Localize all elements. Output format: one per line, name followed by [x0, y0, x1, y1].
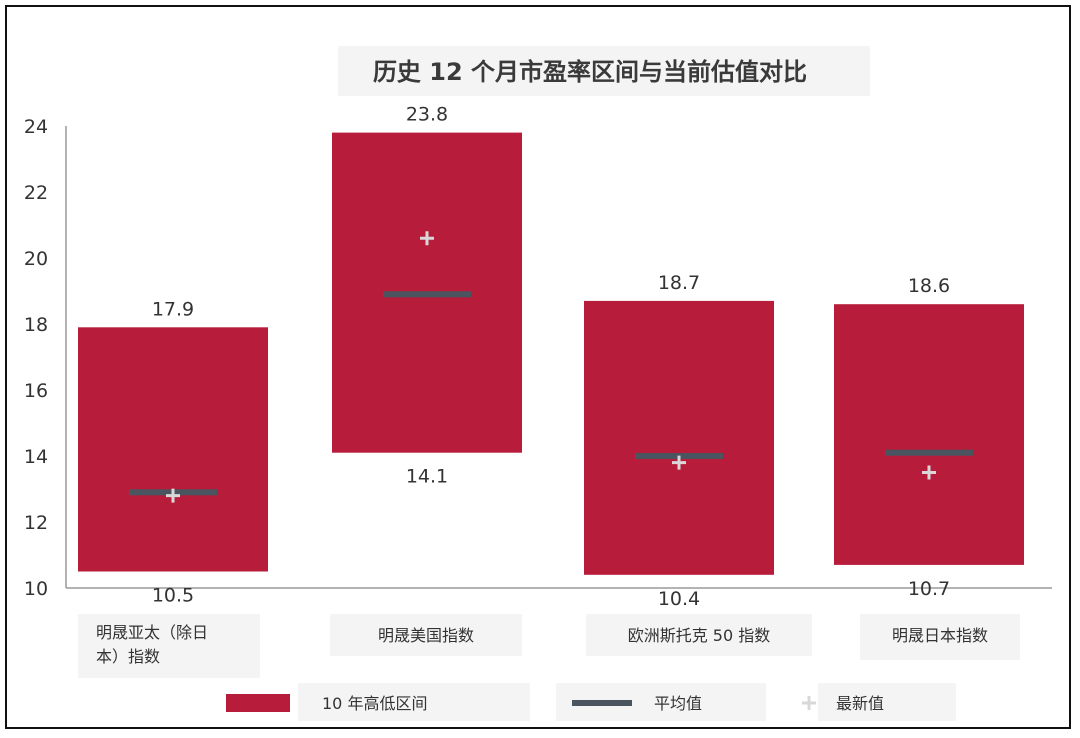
- high-value-label: 23.8: [406, 104, 448, 126]
- y-tick-label: 20: [24, 248, 48, 270]
- legend-latest-swatch: [802, 696, 816, 710]
- range-bar: [834, 304, 1024, 565]
- low-value-label: 10.4: [658, 588, 700, 610]
- category-label: 欧洲斯托克 50 指数: [628, 626, 771, 645]
- average-marker: [885, 449, 973, 456]
- y-tick-label: 18: [24, 314, 48, 336]
- low-value-label: 14.1: [406, 466, 448, 488]
- latest-marker: [420, 231, 434, 246]
- category-label-background: [586, 614, 812, 656]
- range-bar: [78, 327, 268, 572]
- category-label: 明晟亚太（除日本）指数: [96, 623, 208, 666]
- y-tick-label: 16: [24, 380, 48, 402]
- category-label-background: [78, 614, 260, 678]
- legend-label-background: [298, 683, 530, 721]
- high-value-label: 18.7: [658, 272, 700, 294]
- y-tick-label: 24: [24, 116, 48, 138]
- y-tick-label: 14: [24, 446, 48, 468]
- category-label: 明晟日本指数: [892, 626, 988, 645]
- latest-marker: [166, 488, 180, 503]
- category-label-line: 明晟亚太（除日: [96, 623, 208, 642]
- title-background: [338, 46, 870, 96]
- category-label-background: [860, 614, 1020, 660]
- latest-marker: [922, 465, 936, 480]
- chart-title: 历史 12 个月市盈率区间与当前估值对比: [373, 58, 807, 86]
- legend-average-swatch: [572, 700, 632, 706]
- y-tick-label: 22: [24, 182, 48, 204]
- low-value-label: 10.5: [152, 585, 194, 607]
- legend-range-label: 10 年高低区间: [322, 694, 427, 713]
- low-value-label: 10.7: [908, 578, 950, 600]
- range-bar: [584, 300, 774, 575]
- y-tick-label: 10: [24, 578, 48, 600]
- y-tick-label: 12: [24, 512, 48, 534]
- category-label: 明晟美国指数: [378, 626, 474, 645]
- category-label-line: 本）指数: [96, 647, 160, 666]
- high-value-label: 17.9: [152, 298, 194, 320]
- average-marker: [383, 291, 471, 298]
- legend-label-background: [818, 683, 956, 721]
- latest-marker: [672, 455, 686, 470]
- legend-latest-label: 最新值: [836, 694, 884, 713]
- high-value-label: 18.6: [908, 275, 950, 297]
- legend-range-swatch: [226, 694, 290, 712]
- legend-average-label: 平均值: [654, 694, 702, 713]
- category-label-background: [330, 614, 522, 656]
